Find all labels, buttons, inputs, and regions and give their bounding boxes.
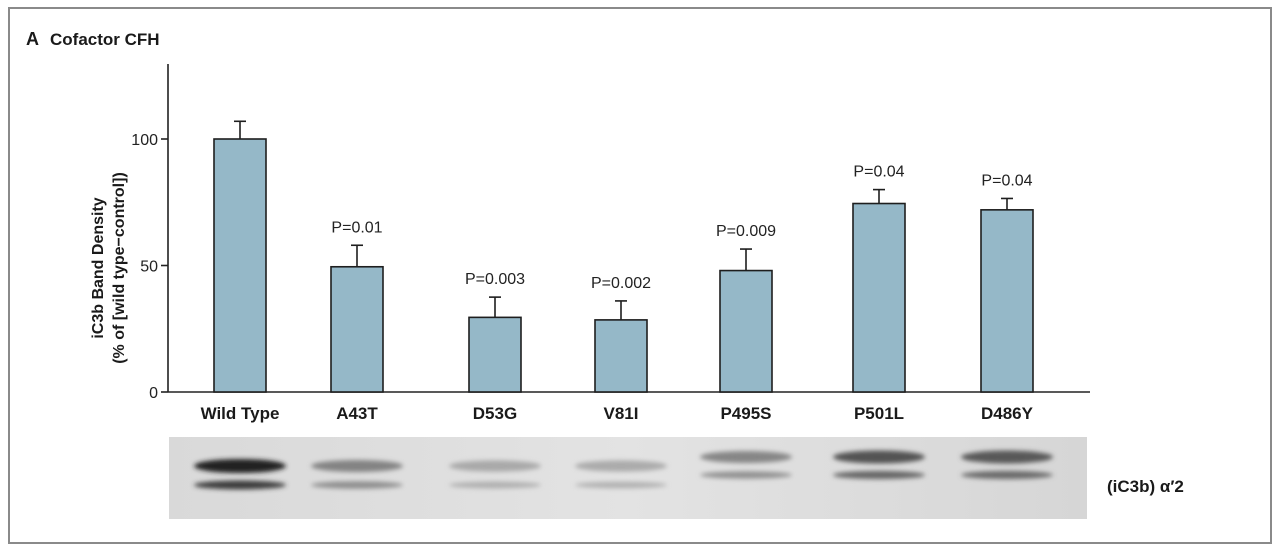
blot-band-upper-1 <box>194 459 286 473</box>
p-value-label-p501l: P=0.04 <box>853 164 904 181</box>
blot-band-upper-2 <box>311 460 403 472</box>
y-tick-label-0: 0 <box>149 385 158 402</box>
blot-band-lower-5 <box>700 471 792 479</box>
blot-label: (iC3b) α′2 <box>1107 477 1184 496</box>
p-value-label-v81i: P=0.002 <box>591 275 651 292</box>
panel-letter: A <box>26 29 39 49</box>
bars-group <box>213 120 1034 393</box>
category-label-d53g: D53G <box>473 404 517 423</box>
blot-band-lower-7 <box>961 470 1053 480</box>
western-blot-image <box>169 437 1087 519</box>
bar-wild-type <box>213 138 267 393</box>
blot-band-lower-1 <box>194 480 286 490</box>
category-label-a43t: A43T <box>336 404 378 423</box>
y-axis-label-line1: iC3b Band Density <box>90 197 107 338</box>
y-axis-label-line2: (% of [wild type−control]) <box>111 172 128 364</box>
blot-band-lower-3 <box>449 481 541 489</box>
labels-group: Wild Type A43T P=0.01 D53G P=0.003 V81I P=0.00… <box>201 164 1034 423</box>
p-value-label-d53g: P=0.003 <box>465 271 525 288</box>
category-label-d486y: D486Y <box>981 404 1034 423</box>
bar-a43t <box>330 265 384 393</box>
panel-title: Cofactor CFH <box>50 30 160 49</box>
p-value-label-a43t: P=0.01 <box>331 219 382 236</box>
bar-p501l <box>852 202 906 393</box>
bar-d53g <box>468 316 522 393</box>
y-tick-label-100: 100 <box>131 132 158 149</box>
category-label-p501l: P501L <box>854 404 904 423</box>
bar-d486y <box>980 209 1034 393</box>
category-label-wild-type: Wild Type <box>201 404 280 423</box>
category-label-p495s: P495S <box>720 404 771 423</box>
blot-band-upper-7 <box>961 450 1053 464</box>
blot-band-lower-2 <box>311 481 403 489</box>
blot-band-lower-4 <box>575 481 667 489</box>
blot-background <box>169 437 1087 519</box>
bar-v81i <box>594 319 648 393</box>
category-label-v81i: V81I <box>604 404 639 423</box>
bar-p495s <box>719 269 773 393</box>
blot-band-upper-6 <box>833 450 925 464</box>
blot-band-upper-3 <box>449 460 541 472</box>
blot-band-upper-5 <box>700 451 792 463</box>
p-value-label-p495s: P=0.009 <box>716 223 776 240</box>
y-tick-label-50: 50 <box>140 259 158 276</box>
blot-band-upper-4 <box>575 460 667 472</box>
blot-band-lower-6 <box>833 470 925 480</box>
p-value-label-d486y: P=0.04 <box>981 172 1032 189</box>
